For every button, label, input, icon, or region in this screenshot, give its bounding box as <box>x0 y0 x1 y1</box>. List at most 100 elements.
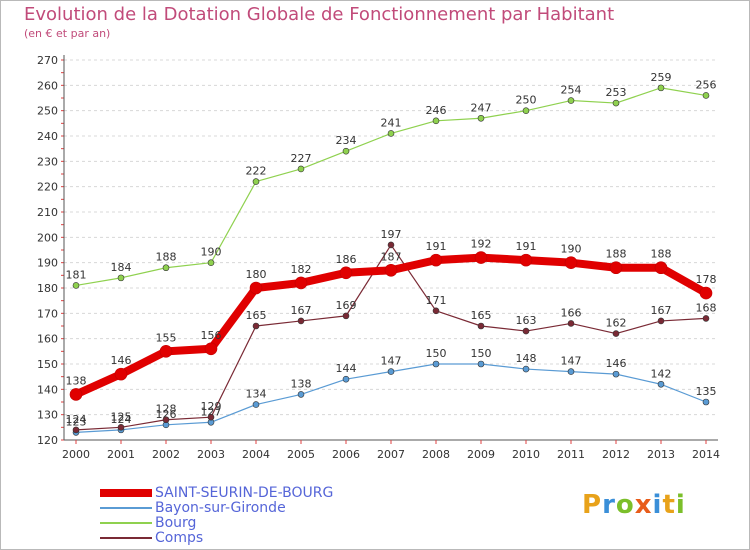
data-point <box>252 178 260 185</box>
data-point <box>249 281 263 295</box>
logo-letter: i <box>675 490 686 520</box>
data-label: 182 <box>291 263 312 276</box>
y-tick-label: 170 <box>37 307 58 320</box>
data-point <box>429 253 443 267</box>
data-label: 188 <box>606 248 627 261</box>
data-label: 165 <box>471 309 492 322</box>
data-label: 184 <box>111 261 132 274</box>
data-label: 147 <box>561 355 582 368</box>
data-label: 156 <box>201 329 222 342</box>
data-point <box>699 286 713 300</box>
data-label: 241 <box>381 116 402 129</box>
data-point <box>654 261 668 275</box>
data-label: 162 <box>606 317 627 330</box>
data-point <box>204 342 218 356</box>
data-point <box>474 251 488 264</box>
x-tick-label: 2000 <box>62 448 90 461</box>
data-label: 134 <box>246 388 267 401</box>
data-point <box>522 365 530 373</box>
data-point <box>612 370 620 378</box>
data-label: 138 <box>291 377 312 390</box>
y-tick-label: 150 <box>37 358 58 371</box>
data-point <box>702 92 710 99</box>
x-tick-label: 2006 <box>332 448 360 461</box>
data-point <box>72 282 80 289</box>
data-label: 165 <box>246 309 267 322</box>
logo-letter: t <box>662 490 676 520</box>
data-label: 246 <box>426 104 447 117</box>
data-label: 192 <box>471 238 492 251</box>
data-point <box>117 424 125 431</box>
data-point <box>477 114 485 122</box>
x-tick-label: 2007 <box>377 448 405 461</box>
data-point <box>297 317 305 325</box>
data-label: 178 <box>696 273 717 286</box>
x-tick-label: 2011 <box>557 448 585 461</box>
data-label: 171 <box>426 294 447 307</box>
data-point <box>522 327 530 335</box>
data-label: 168 <box>696 301 717 314</box>
legend-swatch <box>100 537 152 539</box>
data-point <box>207 259 215 266</box>
grid <box>64 59 718 441</box>
data-point <box>702 398 710 406</box>
data-point <box>522 107 530 114</box>
data-point <box>432 307 440 315</box>
data-point <box>162 416 170 424</box>
data-label: 128 <box>156 403 177 416</box>
y-tick-label: 230 <box>37 155 58 168</box>
data-point <box>252 401 260 408</box>
y-tick-label: 190 <box>37 257 58 270</box>
x-tick-label: 2002 <box>152 448 180 461</box>
y-tick-label: 140 <box>37 383 58 396</box>
data-label: 190 <box>561 243 582 256</box>
x-tick-label: 2014 <box>692 448 720 461</box>
data-point <box>657 380 665 388</box>
data-label: 144 <box>336 362 357 375</box>
x-tick-label: 2008 <box>422 448 450 461</box>
data-label: 187 <box>381 250 402 263</box>
data-point <box>702 315 710 322</box>
y-tick-label: 130 <box>37 409 58 422</box>
legend-label: SAINT-SEURIN-DE-BOURG <box>155 485 334 501</box>
y-tick-label: 180 <box>37 282 58 295</box>
data-point <box>162 264 170 272</box>
data-label: 180 <box>246 268 267 281</box>
data-label: 135 <box>696 385 717 398</box>
x-tick-label: 2005 <box>287 448 315 461</box>
data-label: 181 <box>66 268 87 281</box>
y-tick-label: 270 <box>37 54 58 67</box>
logo-letter: o <box>615 490 635 520</box>
chart-title: Evolution de la Dotation Globale de Fonc… <box>24 4 615 25</box>
data-label: 188 <box>156 251 177 264</box>
data-point <box>339 266 353 280</box>
legend-swatch <box>100 507 152 509</box>
data-label: 167 <box>651 304 672 317</box>
data-label: 222 <box>246 165 267 178</box>
data-label: 227 <box>291 152 312 165</box>
y-tick-label: 240 <box>37 130 58 143</box>
data-label: 247 <box>471 101 492 114</box>
data-point <box>117 274 125 282</box>
series-layer: 181 184 188 190 222 227 234 241 246 247 250 254 253 2… <box>66 71 717 436</box>
y-tick-label: 220 <box>37 181 58 194</box>
data-label: 234 <box>336 134 357 147</box>
data-point <box>72 426 80 434</box>
data-label: 167 <box>291 304 312 317</box>
data-point <box>159 345 173 358</box>
axes: 120 130 140 150 160 170 180 190 200 210 220 230 240 2… <box>37 54 720 461</box>
data-label: 259 <box>651 71 672 84</box>
legend-label: Bayon-sur-Gironde <box>155 500 286 516</box>
data-point <box>114 367 128 381</box>
data-label: 123 <box>66 415 87 428</box>
data-label: 190 <box>201 246 222 259</box>
data-point <box>567 97 575 104</box>
y-tick-label: 160 <box>37 333 58 346</box>
x-tick-label: 2001 <box>107 448 135 461</box>
data-label: 186 <box>336 253 357 266</box>
data-label: 191 <box>426 240 447 253</box>
series-bourg: 181 184 188 190 222 227 234 241 246 247 250 254 253 2… <box>66 71 717 289</box>
